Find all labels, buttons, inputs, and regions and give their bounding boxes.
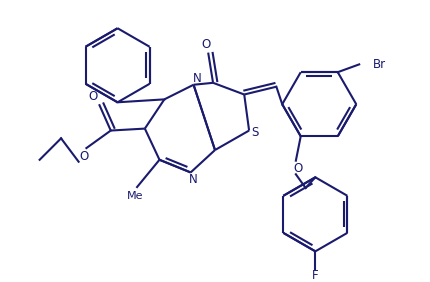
Text: O: O: [202, 38, 211, 51]
Text: O: O: [80, 150, 89, 163]
Text: N: N: [193, 72, 202, 85]
Text: F: F: [312, 269, 319, 282]
Text: O: O: [89, 90, 98, 103]
Text: O: O: [293, 162, 302, 175]
Text: S: S: [251, 126, 258, 139]
Text: Me: Me: [127, 191, 143, 201]
Text: Br: Br: [373, 58, 386, 71]
Text: N: N: [189, 173, 198, 186]
